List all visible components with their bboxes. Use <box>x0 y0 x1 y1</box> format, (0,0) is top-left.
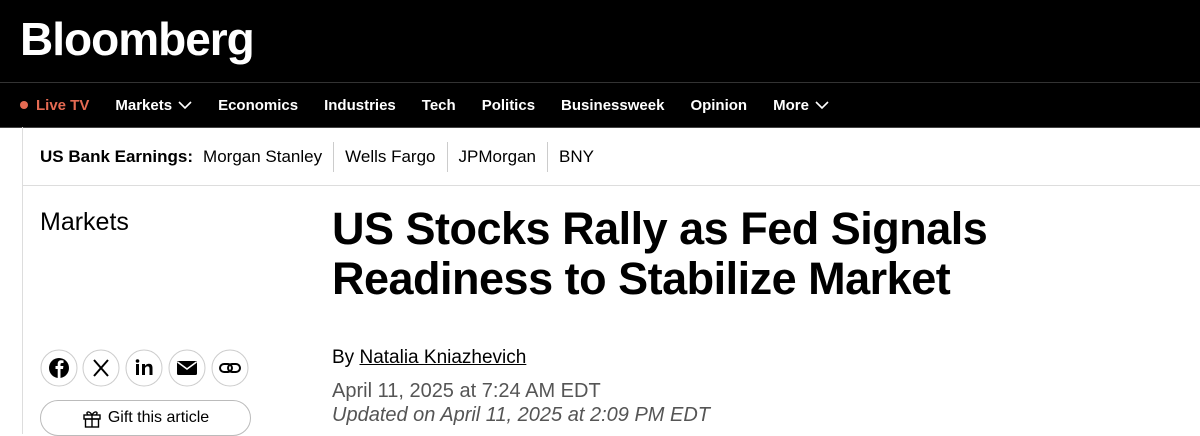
divider <box>22 127 23 434</box>
divider <box>22 185 1200 186</box>
nav-item[interactable]: Markets <box>115 97 192 114</box>
nav-item[interactable]: Economics <box>218 97 298 114</box>
top-bar: Bloomberg <box>0 0 1200 82</box>
gift-icon <box>83 411 101 428</box>
ticker-link[interactable]: Wells Fargo <box>333 142 446 172</box>
nav-bar: Live TV Markets Economics Industries Tech Po… <box>0 82 1200 128</box>
share-buttons <box>40 349 249 387</box>
nav-item[interactable]: Industries <box>324 97 396 114</box>
share-x[interactable] <box>82 349 120 387</box>
gift-button[interactable]: Gift this article <box>40 400 251 436</box>
byline-prefix: By <box>332 347 355 368</box>
live-tv[interactable]: Live TV <box>20 97 89 114</box>
nav-label: Tech <box>421 96 456 114</box>
share-facebook[interactable] <box>40 349 78 387</box>
nav-label: Economics <box>218 96 299 114</box>
nav-label: Politics <box>481 96 536 114</box>
ticker-link[interactable]: BNY <box>547 142 605 172</box>
nav-item[interactable]: More <box>773 97 829 114</box>
gift-label: Gift this article <box>107 409 210 426</box>
logo[interactable]: Bloomberg <box>20 13 255 65</box>
section-label[interactable]: Markets <box>40 208 129 236</box>
ticker: US Bank Earnings: Morgan Stanley Wells Fa… <box>40 142 605 172</box>
chevron <box>178 101 192 110</box>
nav-item[interactable]: Businessweek <box>561 97 664 114</box>
ticker-link[interactable]: JPMorgan <box>446 142 547 172</box>
share-linkedin[interactable] <box>125 349 163 387</box>
byline: By Natalia Kniazhevich <box>332 347 526 369</box>
author[interactable]: Natalia Kniazhevich <box>359 347 527 368</box>
ticker-link[interactable]: Morgan Stanley <box>203 147 323 166</box>
chevron <box>815 101 829 110</box>
nav-item[interactable]: Opinion <box>690 97 747 114</box>
published-date: April 11, 2025 at 7:24 AM EDT <box>332 380 601 402</box>
updated-date: Updated on April 11, 2025 at 2:09 PM EDT <box>332 404 710 426</box>
nav-item[interactable]: Tech <box>422 97 456 114</box>
nav-label: Opinion <box>690 96 748 114</box>
nav-label: Businessweek <box>561 96 665 114</box>
nav-item[interactable]: Politics <box>482 97 535 114</box>
headline: US Stocks Rally as Fed Signals Readiness… <box>332 203 988 304</box>
nav-label: More <box>773 96 809 114</box>
ticker-label: US Bank Earnings: <box>40 147 194 166</box>
share-email[interactable] <box>168 349 206 387</box>
share-copy-link[interactable] <box>211 349 249 387</box>
nav-label: Industries <box>324 96 396 114</box>
nav-label: Markets <box>115 96 173 114</box>
